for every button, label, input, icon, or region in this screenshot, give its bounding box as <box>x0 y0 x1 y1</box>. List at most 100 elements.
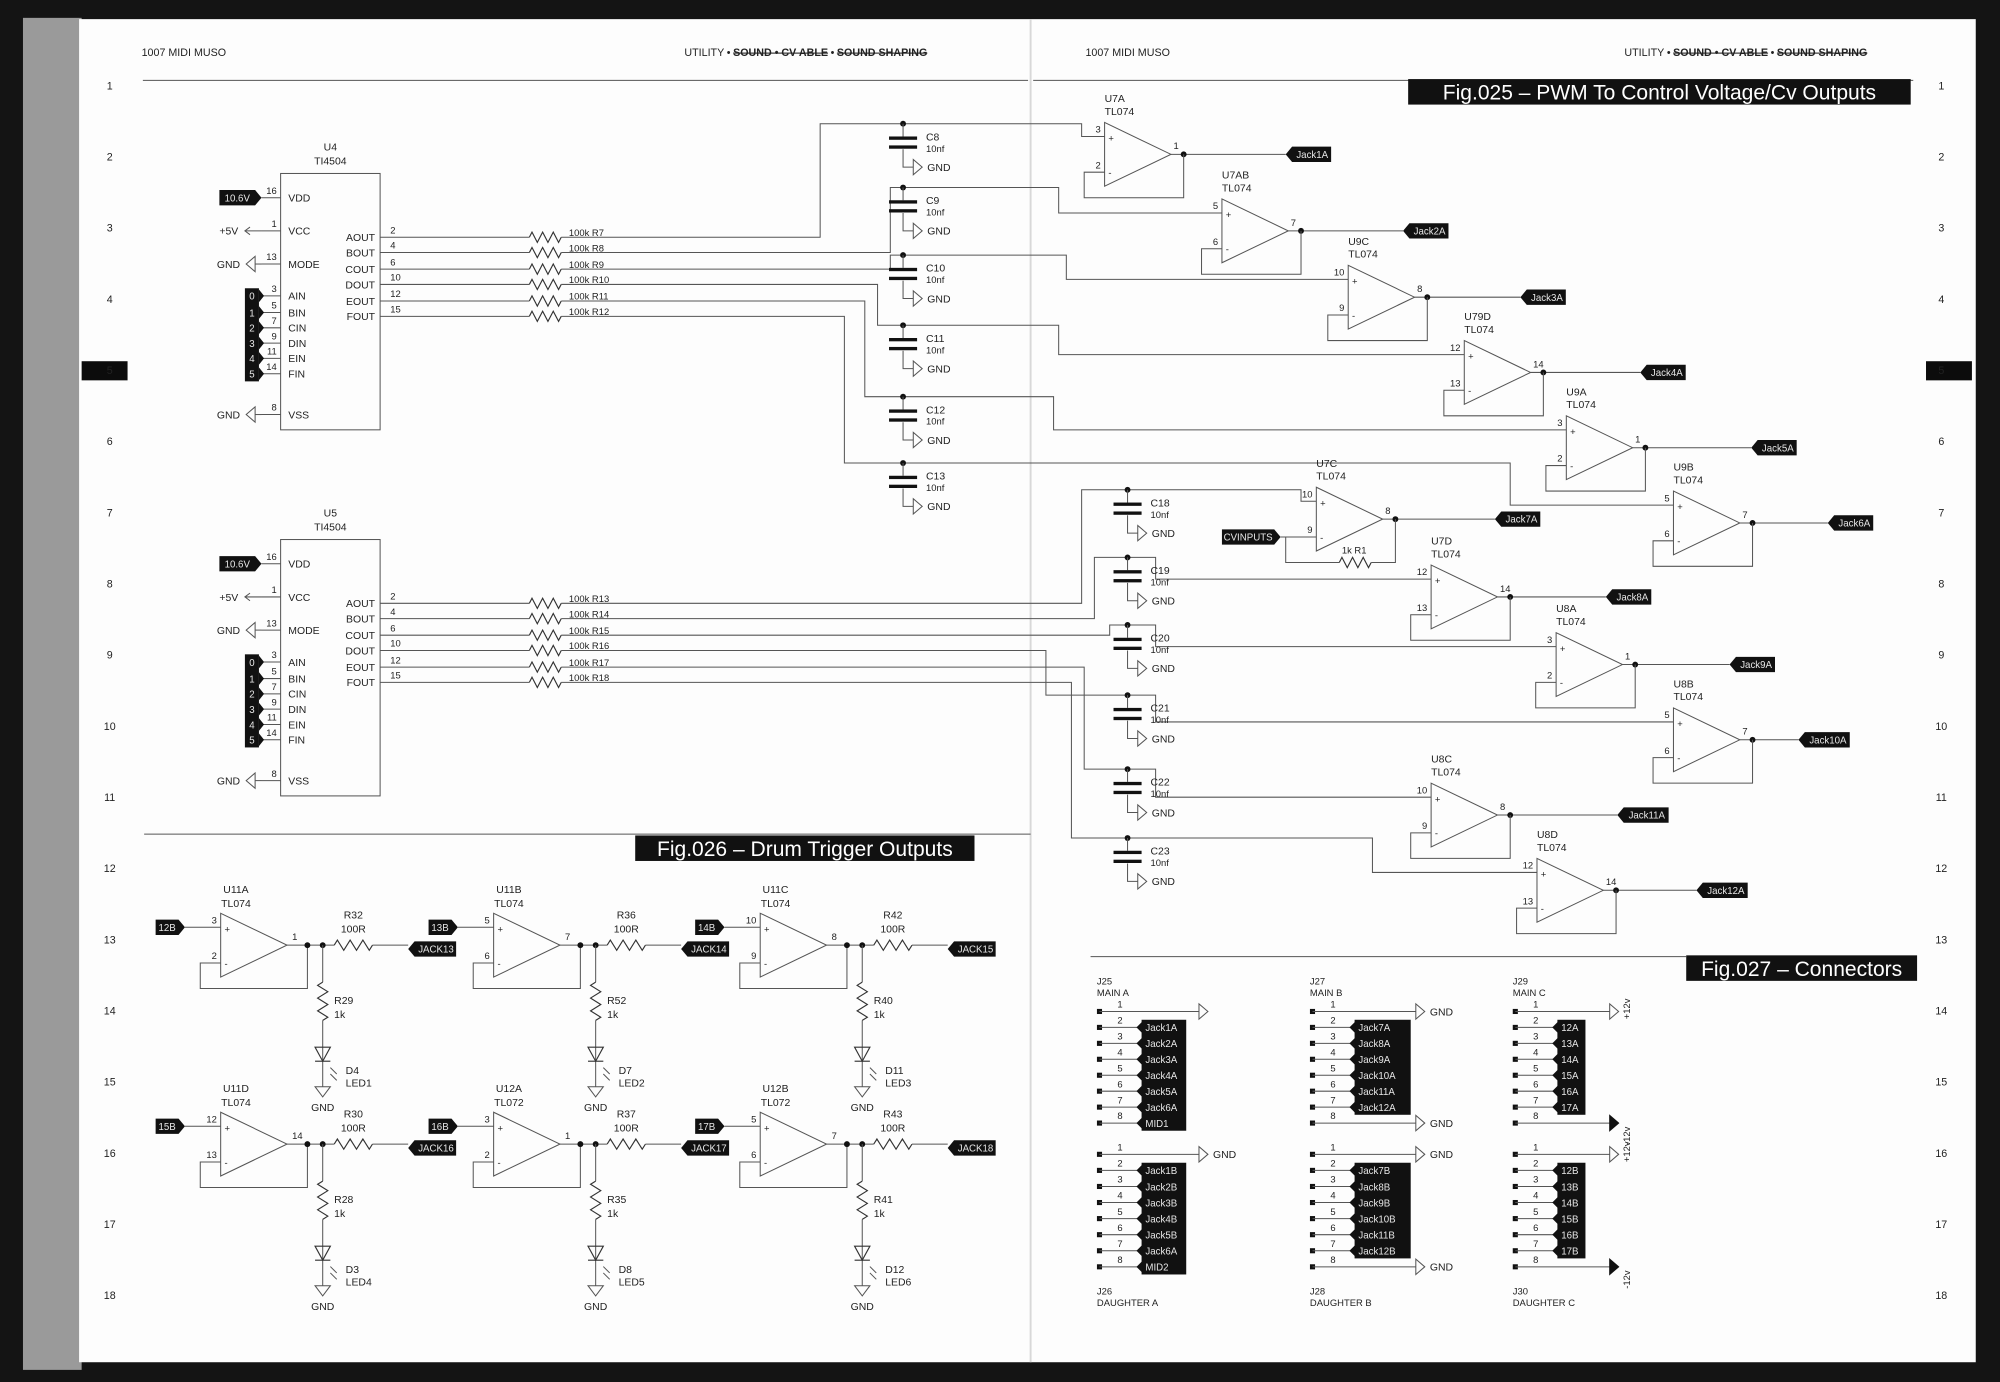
pin-name: EOUT <box>346 297 376 308</box>
jack-output-tag <box>947 941 996 957</box>
pin-number: 5 <box>1533 1206 1538 1217</box>
capacitor-plate <box>1113 637 1142 642</box>
opamp-symbol <box>1430 564 1499 630</box>
signal-label: Jack4A <box>1145 1071 1177 1082</box>
header-book-title: 1007 MIDI MUSO <box>1085 47 1169 59</box>
row-number: 4 <box>1938 294 1944 306</box>
capacitor-gnd-label: GND <box>927 294 951 305</box>
led-ref: D12 <box>885 1265 904 1276</box>
wire <box>1127 720 1138 740</box>
fig026-title-bg <box>635 835 975 861</box>
capacitor-value: 10nf <box>926 143 945 154</box>
plus-sign: + <box>1320 497 1326 508</box>
trigger-input-tag <box>695 1118 725 1134</box>
minus-sign: - <box>764 1157 767 1168</box>
pin-name: DOUT <box>345 280 375 291</box>
row-number: 18 <box>104 1290 116 1302</box>
net-wire <box>561 254 1349 280</box>
pin-number: 5 <box>272 666 277 677</box>
light-emission-icon <box>869 1067 877 1081</box>
capacitor-plate <box>1113 646 1142 650</box>
signal-tag-arrow <box>1552 1068 1559 1082</box>
signal-tag-arrow <box>1136 1052 1143 1066</box>
resistor-symbol <box>589 981 602 1021</box>
signal-label: Jack6A <box>1145 1103 1177 1114</box>
feedback-wire <box>739 945 848 990</box>
row-number: 11 <box>104 792 115 804</box>
capacitor-plate <box>889 418 918 422</box>
section-label: • <box>1771 47 1775 59</box>
wire <box>1127 794 1138 814</box>
resistor-label: 100k R8 <box>569 242 604 253</box>
capacitor-gnd-label: GND <box>927 502 951 513</box>
row-number: 5 <box>1938 365 1944 377</box>
junction-dot <box>577 942 584 949</box>
jack-output-label: Jack6A <box>1838 519 1870 530</box>
section-struck: SOUND • CV ABLE <box>733 47 828 59</box>
trigger-input-tag <box>428 919 458 935</box>
row-number: 14 <box>104 1006 116 1018</box>
capacitor-plate <box>1113 570 1142 574</box>
pin-number: 7 <box>1330 1094 1335 1105</box>
pin-number: 10 <box>390 638 400 649</box>
signal-tag-arrow <box>1349 1228 1356 1242</box>
capacitor-plate <box>1113 502 1142 506</box>
opamp-ref: U12A <box>496 1084 522 1095</box>
ic-ref: U5 <box>324 509 338 520</box>
led-diode-icon <box>314 1046 332 1063</box>
pin-name: FIN <box>288 736 305 747</box>
opamp-ref: U11B <box>496 885 521 896</box>
opamp-symbol <box>759 912 828 978</box>
signal-label: Jack8A <box>1358 1039 1390 1050</box>
plus-sign: + <box>1226 209 1232 220</box>
feedback-wire <box>1443 372 1544 417</box>
plus-sign: + <box>1677 718 1683 729</box>
signal-label: 15B <box>1561 1214 1578 1225</box>
capacitor-plate <box>889 145 918 149</box>
net-wire <box>561 123 1105 238</box>
signal-label: Jack11B <box>1358 1231 1394 1242</box>
capacitor-ref: C11 <box>926 334 945 345</box>
capacitor-gnd-label: GND <box>1152 877 1176 888</box>
series-resistor-ref: R30 <box>344 1109 363 1120</box>
pin-number: 8 <box>1330 1254 1335 1265</box>
opamp-part: TL074 <box>1222 183 1252 194</box>
resistor-symbol <box>528 294 562 308</box>
vcc-net-label: +5V <box>219 227 238 238</box>
pulldown-resistor-value: 1k <box>874 1209 886 1220</box>
pin-number: 2 <box>1117 1158 1122 1169</box>
signal-tag-arrow <box>1349 1244 1356 1258</box>
capacitor-value: 10nf <box>926 344 945 355</box>
opamp-part: TL074 <box>494 899 524 910</box>
pin-number: 7 <box>1533 1094 1538 1105</box>
opamp-ref: U7A <box>1105 94 1125 105</box>
row-number: 7 <box>1938 507 1944 519</box>
signal-tag-arrow <box>1552 1100 1559 1114</box>
capacitor-value: 10nf <box>1151 714 1170 725</box>
vss-gnd-label: GND <box>217 776 241 787</box>
pin-number: 13 <box>1523 895 1533 906</box>
pin-number: 6 <box>1664 745 1669 756</box>
pin-number: 3 <box>1557 417 1562 428</box>
pin-name: BOUT <box>346 614 376 625</box>
signal-tag-arrow <box>1136 1180 1143 1193</box>
pulldown-resistor-value: 1k <box>334 1010 346 1021</box>
trigger-input-tag <box>155 919 185 935</box>
opamp-symbol <box>1555 631 1624 698</box>
opamp-symbol <box>220 912 289 978</box>
pin-number: 2 <box>1547 670 1552 681</box>
row-number: 12 <box>104 863 116 875</box>
opamp-part: TL074 <box>1556 617 1586 628</box>
ground-symbol-icon <box>853 1285 871 1297</box>
capacitor-plate <box>1113 859 1142 864</box>
opamp-part: TL074 <box>1464 325 1494 336</box>
junction-dot <box>577 1141 584 1148</box>
minus-sign: - <box>1541 903 1544 914</box>
plus-sign: + <box>1541 869 1547 880</box>
pulldown-resistor-ref: R40 <box>874 996 893 1007</box>
opamp-ref: U11D <box>223 1084 249 1095</box>
arrow-icon <box>244 226 251 236</box>
signal-tag-arrow <box>1136 1196 1143 1209</box>
section-label: • <box>831 47 835 59</box>
